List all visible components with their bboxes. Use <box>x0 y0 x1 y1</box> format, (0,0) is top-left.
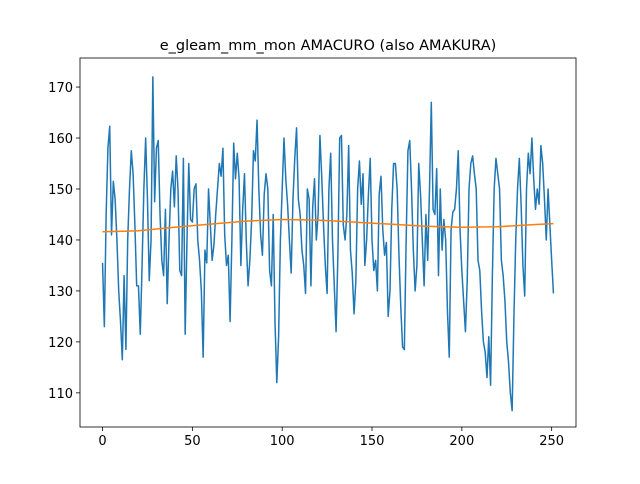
x-tick-label: 50 <box>184 434 201 449</box>
x-tick-label: 150 <box>360 434 385 449</box>
data-line <box>102 218 554 233</box>
x-tick-label: 0 <box>98 434 106 449</box>
x-tick-label: 250 <box>539 434 564 449</box>
y-tick-label: 130 <box>48 285 73 300</box>
y-tick-label: 120 <box>48 336 73 351</box>
y-tick-label: 150 <box>48 183 73 198</box>
x-tick-label: 200 <box>449 434 474 449</box>
y-tick-label: 170 <box>48 81 73 96</box>
x-tick-label: 100 <box>270 434 295 449</box>
y-tick-label: 160 <box>48 132 73 147</box>
chart-title: e_gleam_mm_mon AMACURO (also AMAKURA) <box>160 38 497 54</box>
data-line <box>101 76 555 412</box>
plot-frame <box>79 57 577 428</box>
y-tick-label: 140 <box>48 234 73 249</box>
y-tick-label: 110 <box>48 387 73 402</box>
